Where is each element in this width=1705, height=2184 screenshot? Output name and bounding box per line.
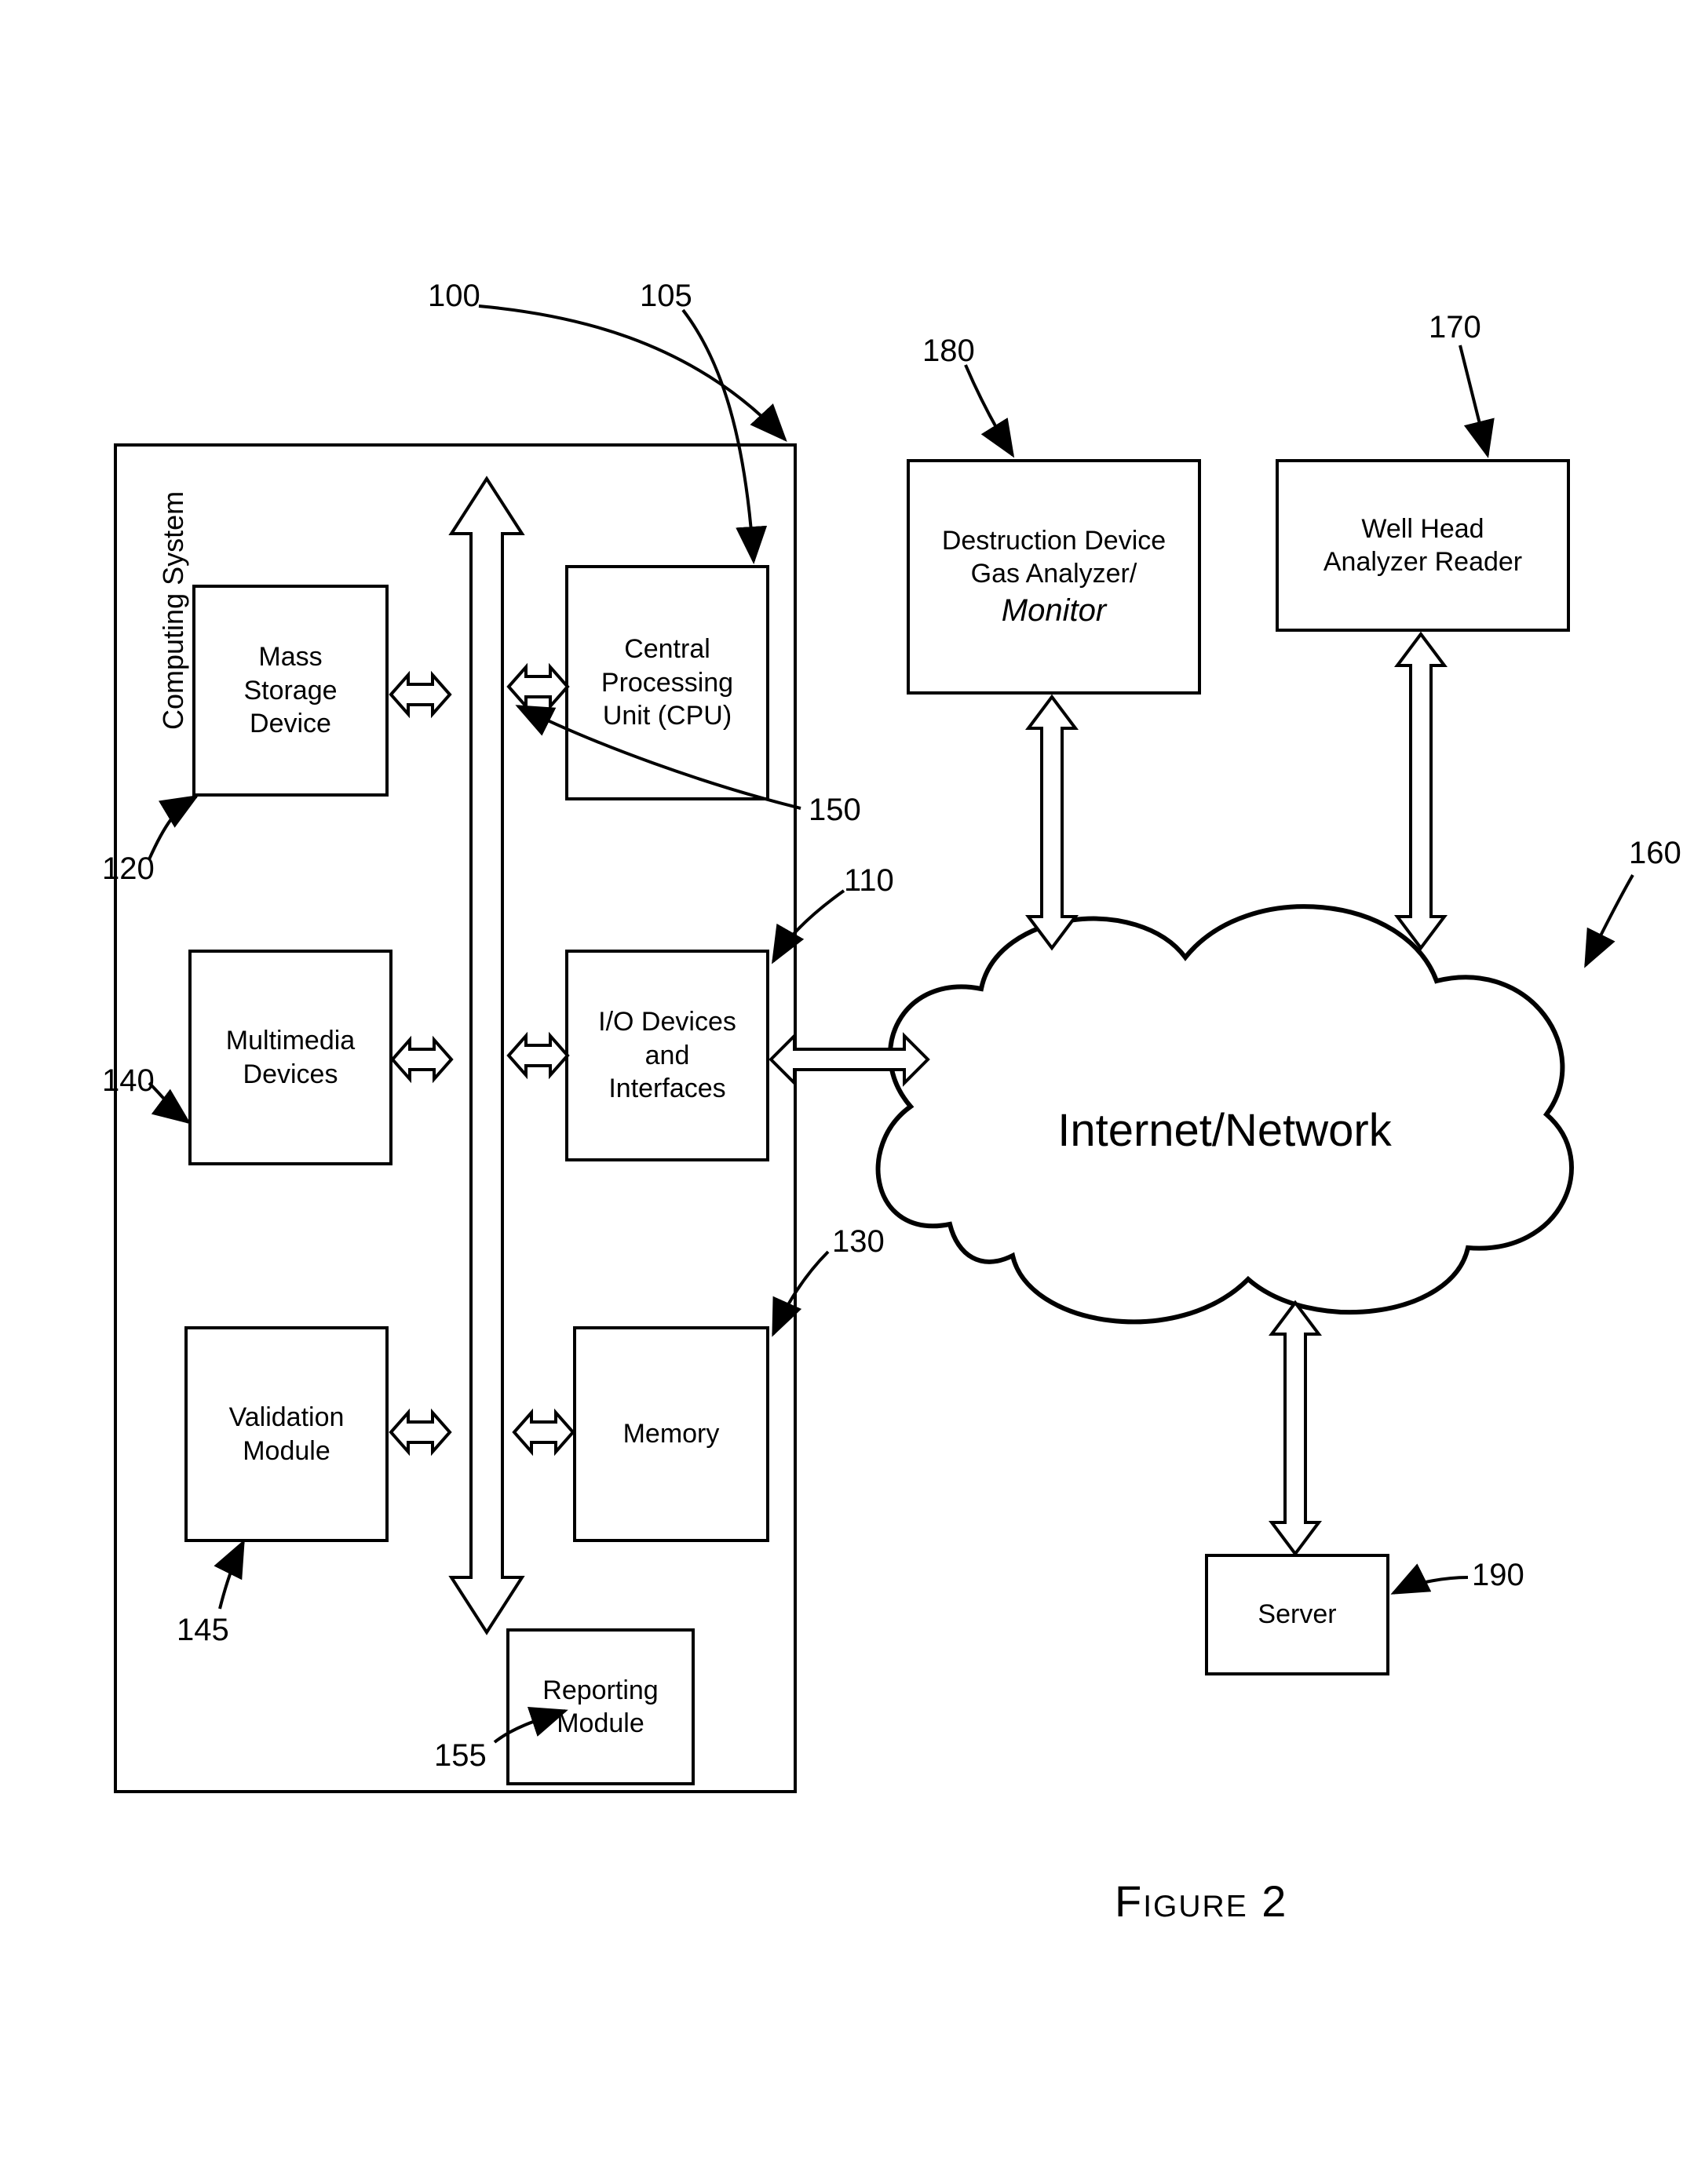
validation-box: Validation Module (184, 1326, 389, 1542)
arrow-memory (514, 1405, 573, 1460)
mass-storage-box: Mass Storage Device (192, 585, 389, 797)
multimedia-box: Multimedia Devices (188, 950, 392, 1165)
arrow-mass-storage (391, 667, 450, 722)
ref-160: 160 (1629, 836, 1681, 871)
mass-storage-label: Mass Storage Device (243, 640, 337, 741)
cpu-box: Central Processing Unit (CPU) (565, 565, 769, 800)
ref-110: 110 (844, 863, 894, 899)
arrow-multimedia (392, 1032, 451, 1087)
network-label: Internet/Network (1057, 1105, 1393, 1156)
ref-120: 120 (102, 851, 155, 887)
cpu-label: Central Processing Unit (CPU) (601, 633, 733, 733)
page: Computing System Mass Storage Device Cen… (0, 0, 1705, 2184)
ref-145: 145 (177, 1613, 229, 1648)
destruction-line2: Gas Analyzer/ (971, 557, 1137, 591)
ref-190: 190 (1472, 1558, 1524, 1593)
server-label: Server (1258, 1598, 1336, 1632)
reporting-box: Reporting Module (506, 1628, 695, 1785)
server-box: Server (1205, 1554, 1389, 1675)
destruction-box: Destruction Device Gas Analyzer/ Monitor (907, 459, 1201, 695)
io-label: I/O Devices and Interfaces (598, 1005, 736, 1106)
arrow-destruction-network (1020, 697, 1083, 948)
multimedia-label: Multimedia Devices (226, 1024, 355, 1091)
memory-box: Memory (573, 1326, 769, 1542)
reporting-label: Reporting Module (542, 1674, 658, 1741)
arrow-cpu (509, 659, 568, 714)
computing-system-label: Computing System (157, 491, 190, 730)
arrow-server-network (1264, 1303, 1327, 1554)
arrow-io-network (771, 1028, 928, 1091)
arrow-validation (391, 1405, 450, 1460)
ref-105: 105 (640, 279, 692, 314)
arrow-wellhead-network (1389, 634, 1452, 948)
ref-100: 100 (428, 279, 480, 314)
wellhead-box: Well Head Analyzer Reader (1276, 459, 1570, 632)
ref-150: 150 (809, 793, 861, 828)
arrow-io-bus (509, 1028, 568, 1083)
figure-label: Figure 2 (1115, 1876, 1287, 1927)
ref-170: 170 (1429, 310, 1481, 345)
destruction-annotation: Monitor (1002, 591, 1106, 630)
validation-label: Validation Module (229, 1401, 345, 1468)
network-cloud: Internet/Network (840, 848, 1609, 1381)
ref-180: 180 (922, 334, 975, 369)
memory-label: Memory (623, 1417, 720, 1451)
wellhead-label: Well Head Analyzer Reader (1323, 512, 1522, 579)
ref-155: 155 (434, 1738, 487, 1774)
ref-140: 140 (102, 1063, 155, 1099)
destruction-line1: Destruction Device (942, 524, 1166, 558)
io-box: I/O Devices and Interfaces (565, 950, 769, 1161)
ref-130: 130 (832, 1224, 885, 1260)
